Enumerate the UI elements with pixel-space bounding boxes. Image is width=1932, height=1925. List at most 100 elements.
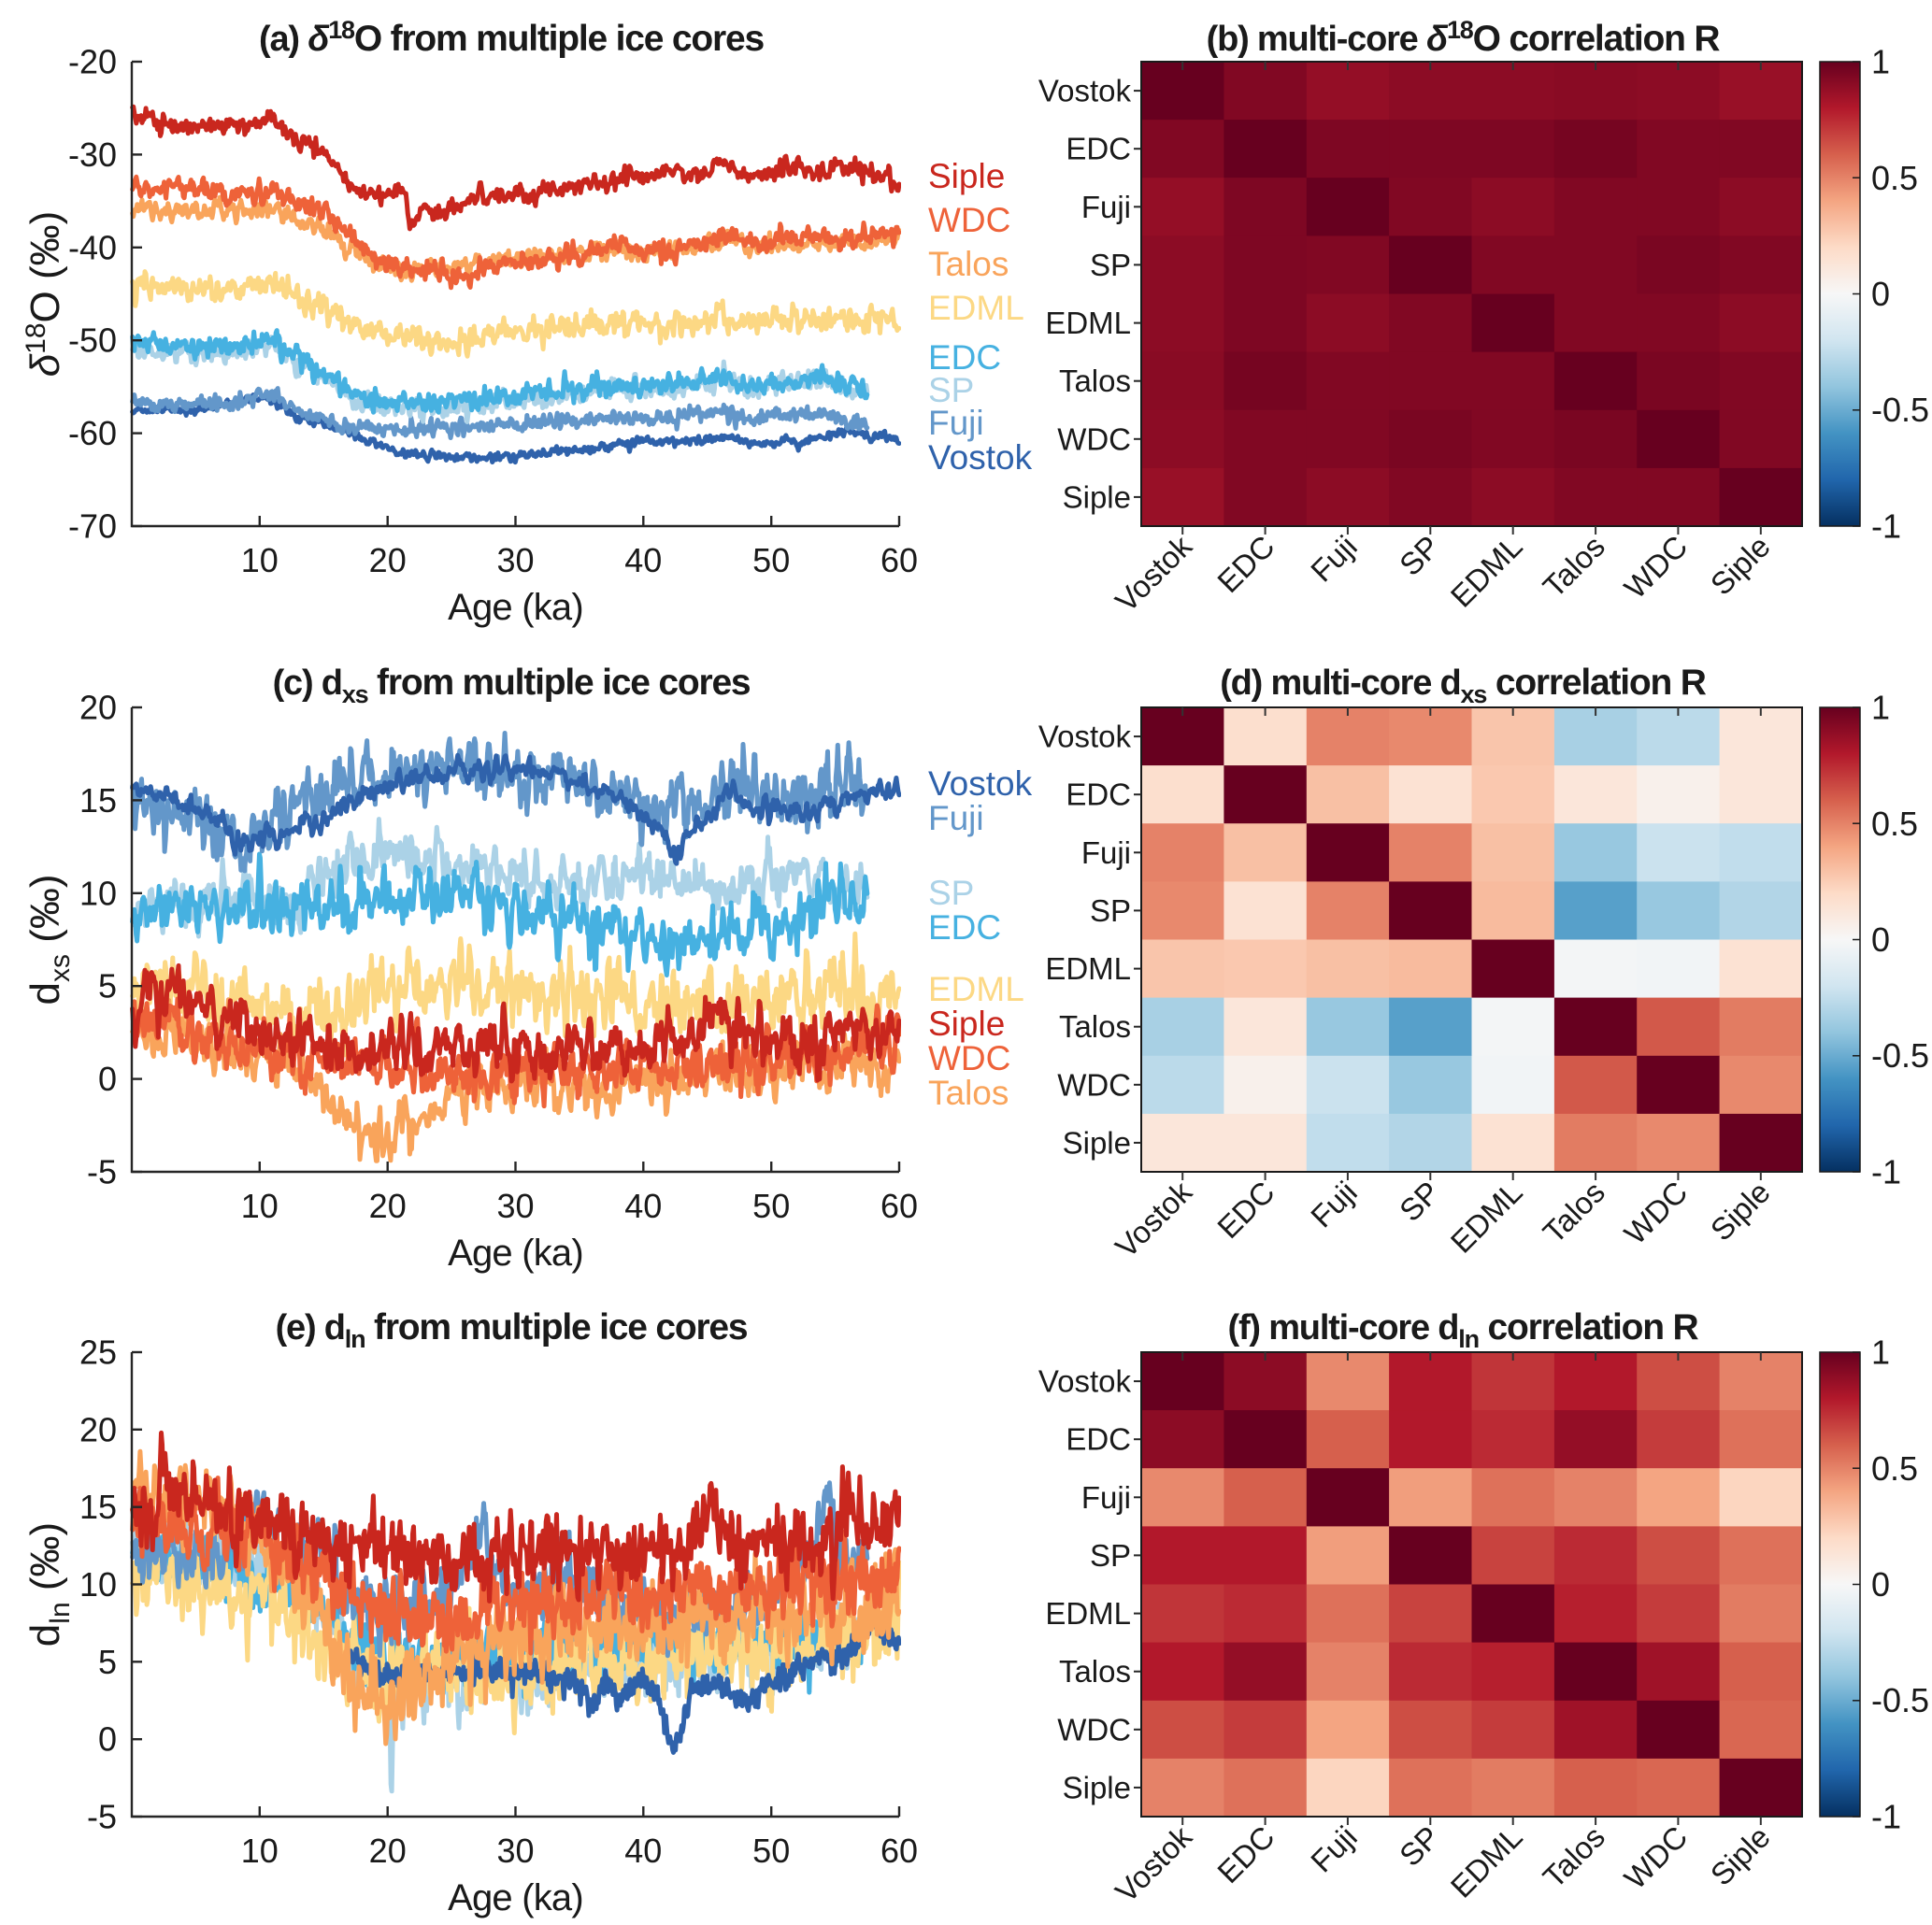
svg-text:Siple: Siple (1063, 479, 1131, 514)
svg-text:SP: SP (1090, 1538, 1131, 1573)
svg-text:Vostok: Vostok (1038, 720, 1132, 754)
svg-text:-30: -30 (68, 135, 117, 174)
svg-text:Siple: Siple (1063, 1125, 1131, 1160)
svg-text:WDC: WDC (928, 201, 1010, 239)
svg-text:25: 25 (79, 1333, 117, 1372)
svg-text:0: 0 (98, 1060, 117, 1098)
svg-text:(e) dln from multiple ice core: (e) dln from multiple ice cores (276, 1307, 748, 1353)
svg-text:Talos: Talos (1059, 1654, 1131, 1689)
svg-text:1: 1 (1871, 689, 1890, 727)
svg-text:15: 15 (79, 1488, 117, 1526)
svg-text:Talos: Talos (1059, 364, 1131, 398)
svg-text:SP: SP (1090, 893, 1131, 928)
svg-text:-5: -5 (87, 1798, 117, 1836)
svg-text:EDML: EDML (928, 289, 1024, 327)
svg-text:-1: -1 (1871, 1153, 1901, 1191)
svg-text:(a) δ18O from multiple ice cor: (a) δ18O from multiple ice cores (259, 16, 764, 59)
svg-text:Talos: Talos (928, 1074, 1009, 1112)
svg-text:δ18O (‰): δ18O (‰) (21, 211, 68, 378)
svg-text:-20: -20 (68, 43, 117, 81)
svg-text:Fuji: Fuji (1081, 835, 1131, 870)
svg-text:-40: -40 (68, 228, 117, 266)
svg-text:SP: SP (1090, 248, 1131, 282)
svg-text:0: 0 (98, 1720, 117, 1759)
svg-text:Vostok: Vostok (928, 438, 1033, 477)
svg-text:50: 50 (752, 541, 790, 579)
svg-text:EDC: EDC (928, 338, 1001, 377)
svg-text:50: 50 (752, 1832, 790, 1870)
svg-text:15: 15 (79, 781, 117, 820)
svg-text:-60: -60 (68, 414, 117, 452)
svg-text:1: 1 (1871, 43, 1890, 81)
svg-text:20: 20 (369, 541, 407, 579)
svg-text:0: 0 (1871, 920, 1890, 959)
svg-text:-5: -5 (87, 1153, 117, 1191)
svg-text:60: 60 (880, 1187, 918, 1225)
svg-text:30: 30 (496, 1832, 534, 1870)
svg-text:20: 20 (79, 1410, 117, 1448)
svg-text:SP: SP (928, 371, 974, 409)
svg-text:0.5: 0.5 (1871, 805, 1918, 843)
svg-text:EDC: EDC (1066, 1422, 1131, 1457)
svg-text:5: 5 (98, 967, 117, 1005)
svg-text:WDC: WDC (1057, 421, 1131, 456)
svg-text:(b) multi-core δ18O correlatio: (b) multi-core δ18O correlation R (1207, 16, 1721, 59)
svg-text:EDC: EDC (928, 908, 1001, 947)
svg-text:-1: -1 (1871, 507, 1901, 546)
svg-text:10: 10 (79, 874, 117, 912)
svg-text:-70: -70 (68, 507, 117, 546)
svg-text:-0.5: -0.5 (1871, 391, 1929, 429)
svg-text:dxs (‰): dxs (‰) (22, 874, 76, 1005)
svg-text:0.5: 0.5 (1871, 1449, 1918, 1488)
svg-text:-1: -1 (1871, 1798, 1901, 1836)
svg-text:Age (ka): Age (ka) (448, 587, 583, 628)
svg-text:SP: SP (928, 874, 974, 912)
svg-text:Siple: Siple (928, 157, 1005, 195)
svg-text:30: 30 (496, 541, 534, 579)
svg-text:0: 0 (1871, 1565, 1890, 1604)
svg-text:Fuji: Fuji (1081, 1480, 1131, 1515)
svg-text:EDML: EDML (928, 970, 1024, 1008)
svg-text:Vostok: Vostok (928, 764, 1033, 803)
svg-text:Siple: Siple (928, 1005, 1005, 1043)
svg-text:Talos: Talos (1059, 1009, 1131, 1044)
svg-text:WDC: WDC (1057, 1712, 1131, 1747)
svg-text:EDC: EDC (1066, 132, 1131, 166)
svg-text:40: 40 (624, 1832, 662, 1870)
svg-text:Siple: Siple (1063, 1770, 1131, 1804)
svg-text:EDML: EDML (1045, 951, 1131, 986)
svg-text:60: 60 (880, 541, 918, 579)
svg-text:Age (ka): Age (ka) (448, 1233, 583, 1274)
svg-text:10: 10 (241, 1832, 279, 1870)
svg-text:-50: -50 (68, 321, 117, 360)
svg-text:20: 20 (369, 1832, 407, 1870)
svg-text:1: 1 (1871, 1333, 1890, 1372)
svg-text:WDC: WDC (928, 1039, 1010, 1077)
svg-text:50: 50 (752, 1187, 790, 1225)
svg-text:EDC: EDC (1066, 777, 1131, 812)
svg-text:Fuji: Fuji (928, 404, 984, 442)
svg-text:0: 0 (1871, 275, 1890, 313)
svg-text:Fuji: Fuji (1081, 190, 1131, 224)
svg-text:60: 60 (880, 1832, 918, 1870)
svg-text:10: 10 (241, 541, 279, 579)
svg-text:40: 40 (624, 1187, 662, 1225)
svg-text:EDML: EDML (1045, 306, 1131, 340)
svg-text:20: 20 (369, 1187, 407, 1225)
svg-text:0.5: 0.5 (1871, 159, 1918, 197)
svg-text:Talos: Talos (928, 245, 1009, 283)
svg-text:Age (ka): Age (ka) (448, 1877, 583, 1918)
svg-text:30: 30 (496, 1187, 534, 1225)
svg-text:20: 20 (79, 689, 117, 727)
svg-text:-0.5: -0.5 (1871, 1036, 1929, 1075)
svg-text:WDC: WDC (1057, 1067, 1131, 1102)
svg-text:dln (‰): dln (‰) (22, 1522, 76, 1647)
svg-text:40: 40 (624, 541, 662, 579)
svg-text:EDML: EDML (1045, 1596, 1131, 1631)
svg-text:Vostok: Vostok (1038, 1364, 1132, 1399)
svg-text:-0.5: -0.5 (1871, 1681, 1929, 1719)
svg-text:Fuji: Fuji (928, 799, 984, 837)
svg-text:10: 10 (241, 1187, 279, 1225)
svg-text:10: 10 (79, 1565, 117, 1604)
svg-text:Vostok: Vostok (1038, 74, 1132, 108)
